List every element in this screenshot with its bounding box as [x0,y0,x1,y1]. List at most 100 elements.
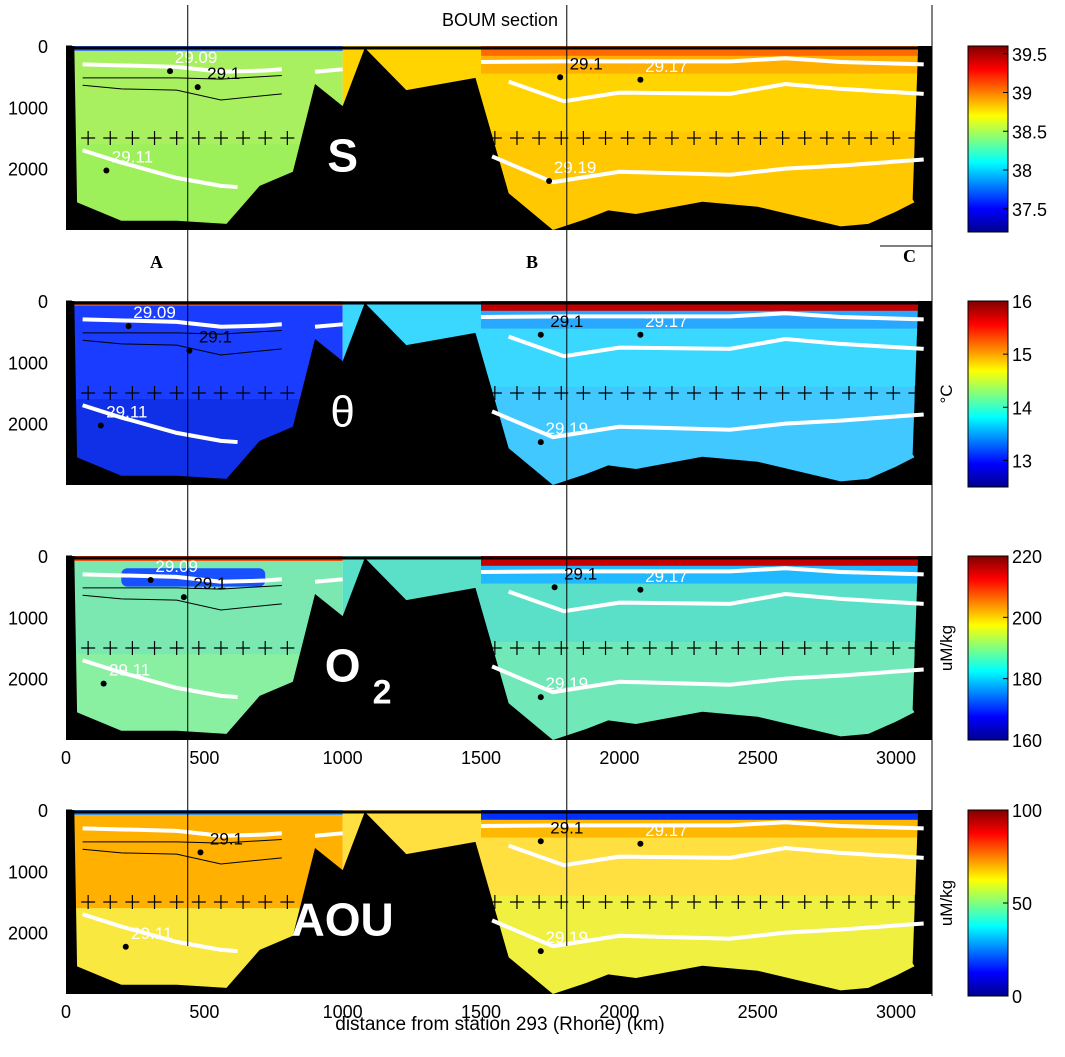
station-marker [642,641,657,655]
isopycnal-label: 29.1 [564,564,597,583]
station-marker [554,386,569,400]
station-marker [487,895,502,909]
colorbar-tick-label: 100 [1012,801,1042,821]
isopycnal-label: 29.11 [112,148,153,167]
station-marker [487,386,502,400]
station-marker [125,641,140,655]
station-marker [169,895,184,909]
station-marker [81,386,96,400]
station-marker [598,131,613,145]
isopycnal-label: 29.1 [207,64,240,83]
station-marker [103,895,118,909]
isopycnal-label: 29.09 [175,48,218,67]
y-tick-label: 1000 [8,98,48,118]
station-marker [819,386,834,400]
colorbar-tick-label: 14 [1012,398,1032,418]
isopycnal-label: 29.17 [645,57,688,76]
variable-label: AOU [292,894,394,946]
isopycnal-marker [637,840,644,847]
east-surface-layer [481,46,932,56]
x-axis-label: distance from station 293 (Rhone) (km) [335,1014,664,1035]
x-tick-label: 1500 [461,1002,501,1022]
station-marker [753,895,768,909]
isopycnal-marker [537,694,544,701]
station-marker [775,131,790,145]
station-marker [147,386,162,400]
station-marker [687,386,702,400]
station-marker [576,641,591,655]
y-tick-label: 1000 [8,608,48,628]
y-tick-label: 0 [38,547,48,567]
thin-contour-west [82,339,282,356]
station-marker [664,895,679,909]
station-marker [147,131,162,145]
station-marker [509,641,524,655]
station-marker [819,641,834,655]
station-marker [908,131,923,145]
station-marker [81,641,96,655]
station-marker [554,895,569,909]
isopycnal-label: 29.1 [193,574,226,593]
isopycnal-line-4 [508,79,924,104]
station-marker [213,641,228,655]
isopycnal-marker [637,76,644,83]
colorbar [967,300,1009,488]
x-tick-label: 0 [61,1002,71,1022]
colorbar-tick-label: 15 [1012,345,1032,365]
station-marker [532,641,547,655]
station-marker [236,641,251,655]
station-marker [258,641,273,655]
station-marker [191,386,206,400]
station-label: B [526,252,538,272]
isopycnal-line-5 [491,918,924,949]
isopycnal-marker [197,849,204,856]
x-tick-label: 2500 [738,748,778,768]
isopycnal-label: 29.11 [109,661,150,680]
station-marker [908,895,923,909]
isopycnal-line-1 [82,572,282,584]
station-marker [731,131,746,145]
isopycnal-marker [125,323,132,330]
station-marker [125,895,140,909]
y-tick-label: 1000 [8,862,48,882]
station-marker [753,131,768,145]
colorbar-tick-label: 180 [1012,670,1042,690]
isopycnal-marker [546,177,553,184]
station-marker [886,641,901,655]
colorbar-tick-label: 50 [1012,894,1032,914]
station-marker [169,641,184,655]
colorbar-label: uM/kg [937,625,956,671]
station-marker [236,386,251,400]
bathymetry-central [66,46,553,230]
station-label: C [903,246,916,266]
station-marker [532,131,547,145]
isopycnal-marker [147,576,154,583]
station-marker [280,895,295,909]
isopycnal-marker [557,74,564,81]
station-marker [797,895,812,909]
station-marker [886,895,901,909]
station-marker [775,386,790,400]
station-marker [687,895,702,909]
isopycnal-marker [537,948,544,955]
station-marker [841,641,856,655]
station-marker [775,895,790,909]
y-tick-label: 2000 [8,160,48,180]
colorbar-tick-label: 16 [1012,292,1032,312]
station-marker [280,641,295,655]
station-marker [819,895,834,909]
station-marker [864,641,879,655]
station-marker [841,386,856,400]
thin-contour-west-2 [82,584,282,590]
station-marker [487,131,502,145]
station-marker [532,386,547,400]
station-marker [169,131,184,145]
isopycnal-line-4 [508,334,924,359]
x-tick-label: 1000 [323,748,363,768]
x-tick-label: 1000 [323,1002,363,1022]
isopycnal-label: 29.17 [645,567,688,586]
colorbar-tick-label: 37.5 [1012,200,1047,220]
